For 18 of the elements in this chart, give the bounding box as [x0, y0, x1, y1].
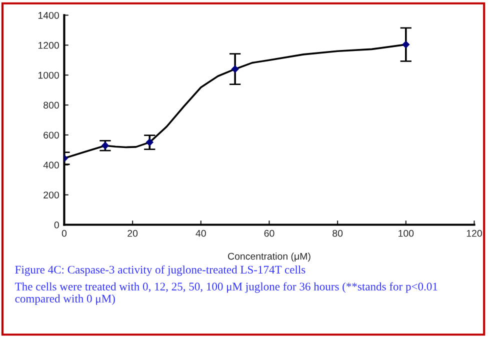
x-tick-label: 40	[196, 230, 206, 237]
y-tick-label: 1000	[38, 72, 59, 79]
x-tick-label: 20	[128, 230, 138, 237]
caption: Figure 4C: Caspase-3 activity of juglone-treated LS-174T cells	[15, 265, 306, 276]
text: The cells were treated with 0, 12, 25, 50, 100 μM juglone for 36 hours (**stands for p<0.01 compared with 0 μM)	[15, 282, 438, 305]
x-tick-label: 60	[264, 230, 274, 237]
y-tick-label: 200	[44, 192, 59, 198]
y-tick-label: 600	[44, 132, 59, 139]
x-tick-label: 120	[466, 230, 482, 237]
x-axis-title: Concentration (μM)	[228, 252, 310, 262]
y-tick-label: 0	[54, 222, 59, 228]
x-tick-label: 0	[62, 230, 67, 237]
x-tick-label: 100	[398, 230, 414, 237]
y-tick-label: 400	[43, 162, 59, 169]
y-tick-label: 800	[44, 102, 59, 109]
x-tick-label: 80	[332, 230, 343, 237]
y-tick-label: 1200	[38, 42, 59, 49]
y-tick-label: 1400	[38, 12, 59, 19]
